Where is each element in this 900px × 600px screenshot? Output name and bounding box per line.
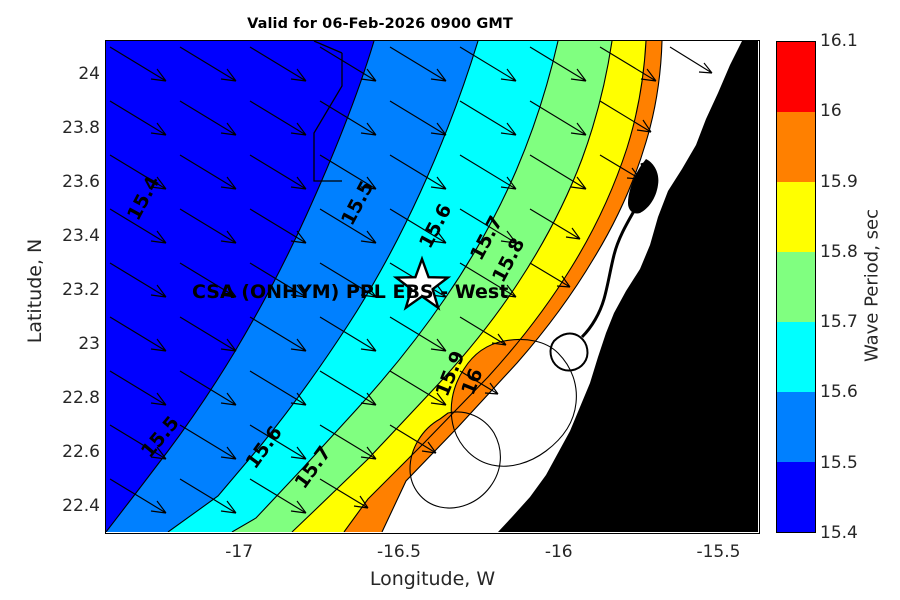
- coastal-inlet-fill: [628, 159, 659, 214]
- x-tick-label: -15.5: [696, 542, 741, 562]
- y-axis-title: Latitude, N: [24, 238, 46, 344]
- colorbar-band: [777, 252, 815, 322]
- y-tick-label: 23: [78, 334, 100, 355]
- colorbar-band: [777, 392, 815, 462]
- page-title: Valid for 06-Feb-2026 0900 GMT: [247, 16, 513, 32]
- x-tick-label: -16: [544, 542, 573, 562]
- y-tick-label: 22.8: [62, 388, 100, 409]
- y-tick-label: 23.8: [62, 118, 100, 139]
- contour-band-15.4-15.5: [106, 41, 374, 532]
- coastal-bay-notch: [549, 332, 589, 372]
- colorbar-tick-labels: 15.4 15.5 15.6 15.7 15.8 15.9 16 16.1: [820, 30, 890, 550]
- colorbar-tick-label: 15.6: [820, 382, 858, 403]
- colorbar[interactable]: [776, 41, 816, 533]
- colorbar-tick-label: 15.4: [820, 523, 858, 543]
- colorbar-band: [777, 322, 815, 392]
- y-axis-tick-labels: 22.4 22.6 22.8 23 23.2 23.4 23.6 23.8 24: [30, 40, 100, 534]
- colorbar-tick-label: 15.9: [820, 171, 858, 192]
- y-tick-label: 23.2: [62, 280, 100, 301]
- y-tick-label: 23.4: [62, 226, 100, 247]
- land-mass: [498, 41, 758, 532]
- x-axis-title: Longitude, W: [369, 568, 496, 590]
- wave-direction-arrows: [109, 46, 713, 514]
- colorbar-tick-label: 15.5: [820, 452, 858, 473]
- contour-band-15.6-15.7: [168, 41, 558, 532]
- colorbar-band: [777, 462, 815, 532]
- y-tick-label: 23.6: [62, 172, 100, 193]
- colorbar-tick-label: 15.7: [820, 312, 858, 333]
- colorbar-band: [777, 42, 815, 112]
- colorbar-tick-label: 15.8: [820, 241, 858, 262]
- site-annotation-label: CSA (ONHYM) PPL EBS - West: [192, 281, 509, 303]
- y-tick-label: 24: [78, 64, 100, 85]
- x-tick-label: -16.5: [376, 542, 421, 562]
- colorbar-band: [777, 112, 815, 182]
- contour-lines: [106, 41, 663, 532]
- y-tick-label: 22.6: [62, 442, 100, 463]
- y-tick-label: 22.4: [62, 496, 100, 516]
- x-axis-tick-labels: -17 -16.5 -16 -15.5: [105, 540, 760, 570]
- concession-block-outline: [313, 41, 343, 182]
- contour-band-15.7-15.8: [232, 41, 612, 532]
- colorbar-title: Wave Period, sec: [861, 208, 883, 363]
- contour-band-15.5-15.6: [106, 41, 478, 532]
- map-plot-area[interactable]: 15.4 15.5 15.6 15.7 15.8 15.9 16 15.5 15.6 15.7 C…: [105, 40, 760, 534]
- star-marker[interactable]: [392, 255, 452, 311]
- colorbar-tick-label: 16: [820, 101, 842, 122]
- contour-band-15.8-15.9: [292, 41, 646, 532]
- colorbar-band: [777, 182, 815, 252]
- colorbar-tick-label: 16.1: [820, 31, 858, 51]
- x-tick-label: -17: [225, 542, 254, 562]
